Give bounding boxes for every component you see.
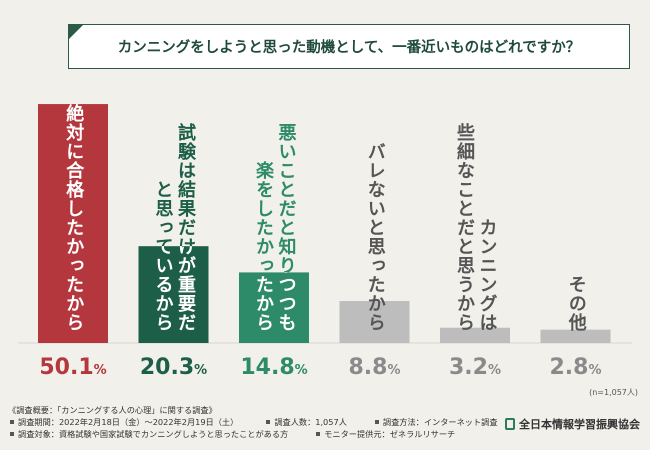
bar — [440, 327, 510, 343]
bar — [138, 246, 209, 343]
bar — [339, 301, 410, 343]
label-column: 楽をしたかったから — [253, 161, 274, 332]
label-column-group: 悪いことだと知りつつも 楽をしたかったから — [252, 123, 297, 332]
bar-label-text: 試験は結果だけが重要だ と思っているから — [139, 95, 209, 332]
label-column: 些細なことだと思うから — [454, 123, 475, 332]
footer-heading: 《調査概要：「カンニングする人の心理」に関する調査》 — [8, 405, 217, 415]
bar-label-text: 悪いことだと知りつつも 楽をしたかったから — [239, 123, 309, 332]
brand-name: 全日本情報学習振興協会 — [519, 418, 640, 431]
label-column-group: 絶対に合格したかったから — [62, 104, 85, 332]
bar-label-text: 絶対に合格したかったから — [38, 104, 108, 332]
sample-note: (n=1,057人) — [589, 388, 638, 397]
bar — [239, 272, 309, 343]
value-label: 8.8% — [348, 355, 401, 380]
footer-item: 調査方法：インターネット調査 — [373, 417, 498, 427]
value-label: 2.8% — [549, 355, 602, 380]
value-label: 20.3% — [139, 355, 208, 380]
label-column: 試験は結果だけが重要だ — [175, 123, 196, 332]
label-column-group: 試験は結果だけが重要だ と思っているから — [151, 123, 197, 332]
label-column: 試験は結果だけが重要だ — [175, 123, 196, 332]
footer-item: 調査期間：2022年2月18日（金）～2022年2月19日（土） — [8, 417, 238, 427]
bar-label: カンニングは 些細なことだと思うから — [440, 95, 510, 332]
bar-label-text: その他 — [541, 95, 611, 332]
label-column: と思っているから — [152, 180, 174, 332]
footer-item: 調査人数：1,057人 — [264, 417, 347, 427]
value-label: 14.8% — [240, 355, 308, 380]
bar-label: その他 — [541, 95, 611, 332]
label-column: 悪いことだと知りつつも — [275, 123, 297, 332]
bar-label-text: 悪いことだと知りつつも 楽をしたかったから — [239, 95, 309, 332]
value-label: 50.1% — [39, 355, 107, 380]
footer: 《調査概要：「カンニングする人の心理」に関する調査》 調査期間：2022年2月18… — [8, 404, 524, 440]
label-column-group: バレないと思ったから — [363, 95, 386, 332]
footer-row: 調査期間：2022年2月18日（金）～2022年2月19日（土） 調査人数：1,0… — [8, 416, 524, 428]
label-column-group: 試験は結果だけが重要だ と思っているから — [151, 95, 197, 332]
label-column: 悪いことだと知りつつも — [275, 123, 297, 332]
label-column: と思っているから — [152, 180, 174, 332]
bar-label: 絶対に合格したかったから 絶対に合格したかったから — [38, 95, 108, 332]
label-column-group: その他 — [564, 95, 587, 332]
chart-title: カンニングをしようと思った動機として、一番近いものはどれですか？ — [117, 40, 581, 56]
bar-label-text: 絶対に合格したかったから — [38, 95, 108, 332]
label-column: バレないと思ったから — [364, 142, 386, 332]
title-box: カンニングをしようと思った動機として、一番近いものはどれですか？ — [68, 24, 630, 69]
title-corner — [68, 24, 84, 40]
label-column: カンニングは — [476, 218, 498, 332]
label-column-group: カンニングは 些細なことだと思うから — [453, 95, 498, 332]
footer-row: 調査対象：資格試験や国家試験でカンニングしようと思ったことがある方 モニター提供元… — [8, 428, 524, 440]
bar-label-text: カンニングは 些細なことだと思うから — [440, 95, 510, 332]
label-column-group: 絶対に合格したかったから — [62, 95, 85, 332]
bar-label: 悪いことだと知りつつも 楽をしたかったから 悪いことだと知りつつも 楽をしたかったから — [239, 95, 309, 332]
label-column: 絶対に合格したかったから — [63, 104, 85, 332]
bar-label-text: バレないと思ったから — [340, 95, 410, 332]
footer-item: モニター提供元：ゼネラルリサーチ — [314, 429, 455, 439]
bar — [38, 104, 108, 343]
bar-label-text: 試験は結果だけが重要だ と思っているから — [139, 123, 209, 332]
bar-label: バレないと思ったから — [340, 95, 410, 332]
bar — [540, 329, 611, 343]
bar-label: 試験は結果だけが重要だ と思っているから 試験は結果だけが重要だ と思っているから — [139, 95, 209, 332]
label-column: その他 — [565, 275, 587, 332]
brand: 全日本情報学習振興協会 — [505, 416, 640, 432]
brand-icon — [505, 418, 515, 430]
value-label: 3.2% — [448, 355, 501, 380]
footer-item: 調査対象：資格試験や国家試験でカンニングしようと思ったことがある方 — [8, 429, 288, 439]
label-column: 絶対に合格したかったから — [63, 104, 85, 332]
label-column: 楽をしたかったから — [253, 161, 274, 332]
label-column-group: 悪いことだと知りつつも 楽をしたかったから — [252, 95, 297, 332]
